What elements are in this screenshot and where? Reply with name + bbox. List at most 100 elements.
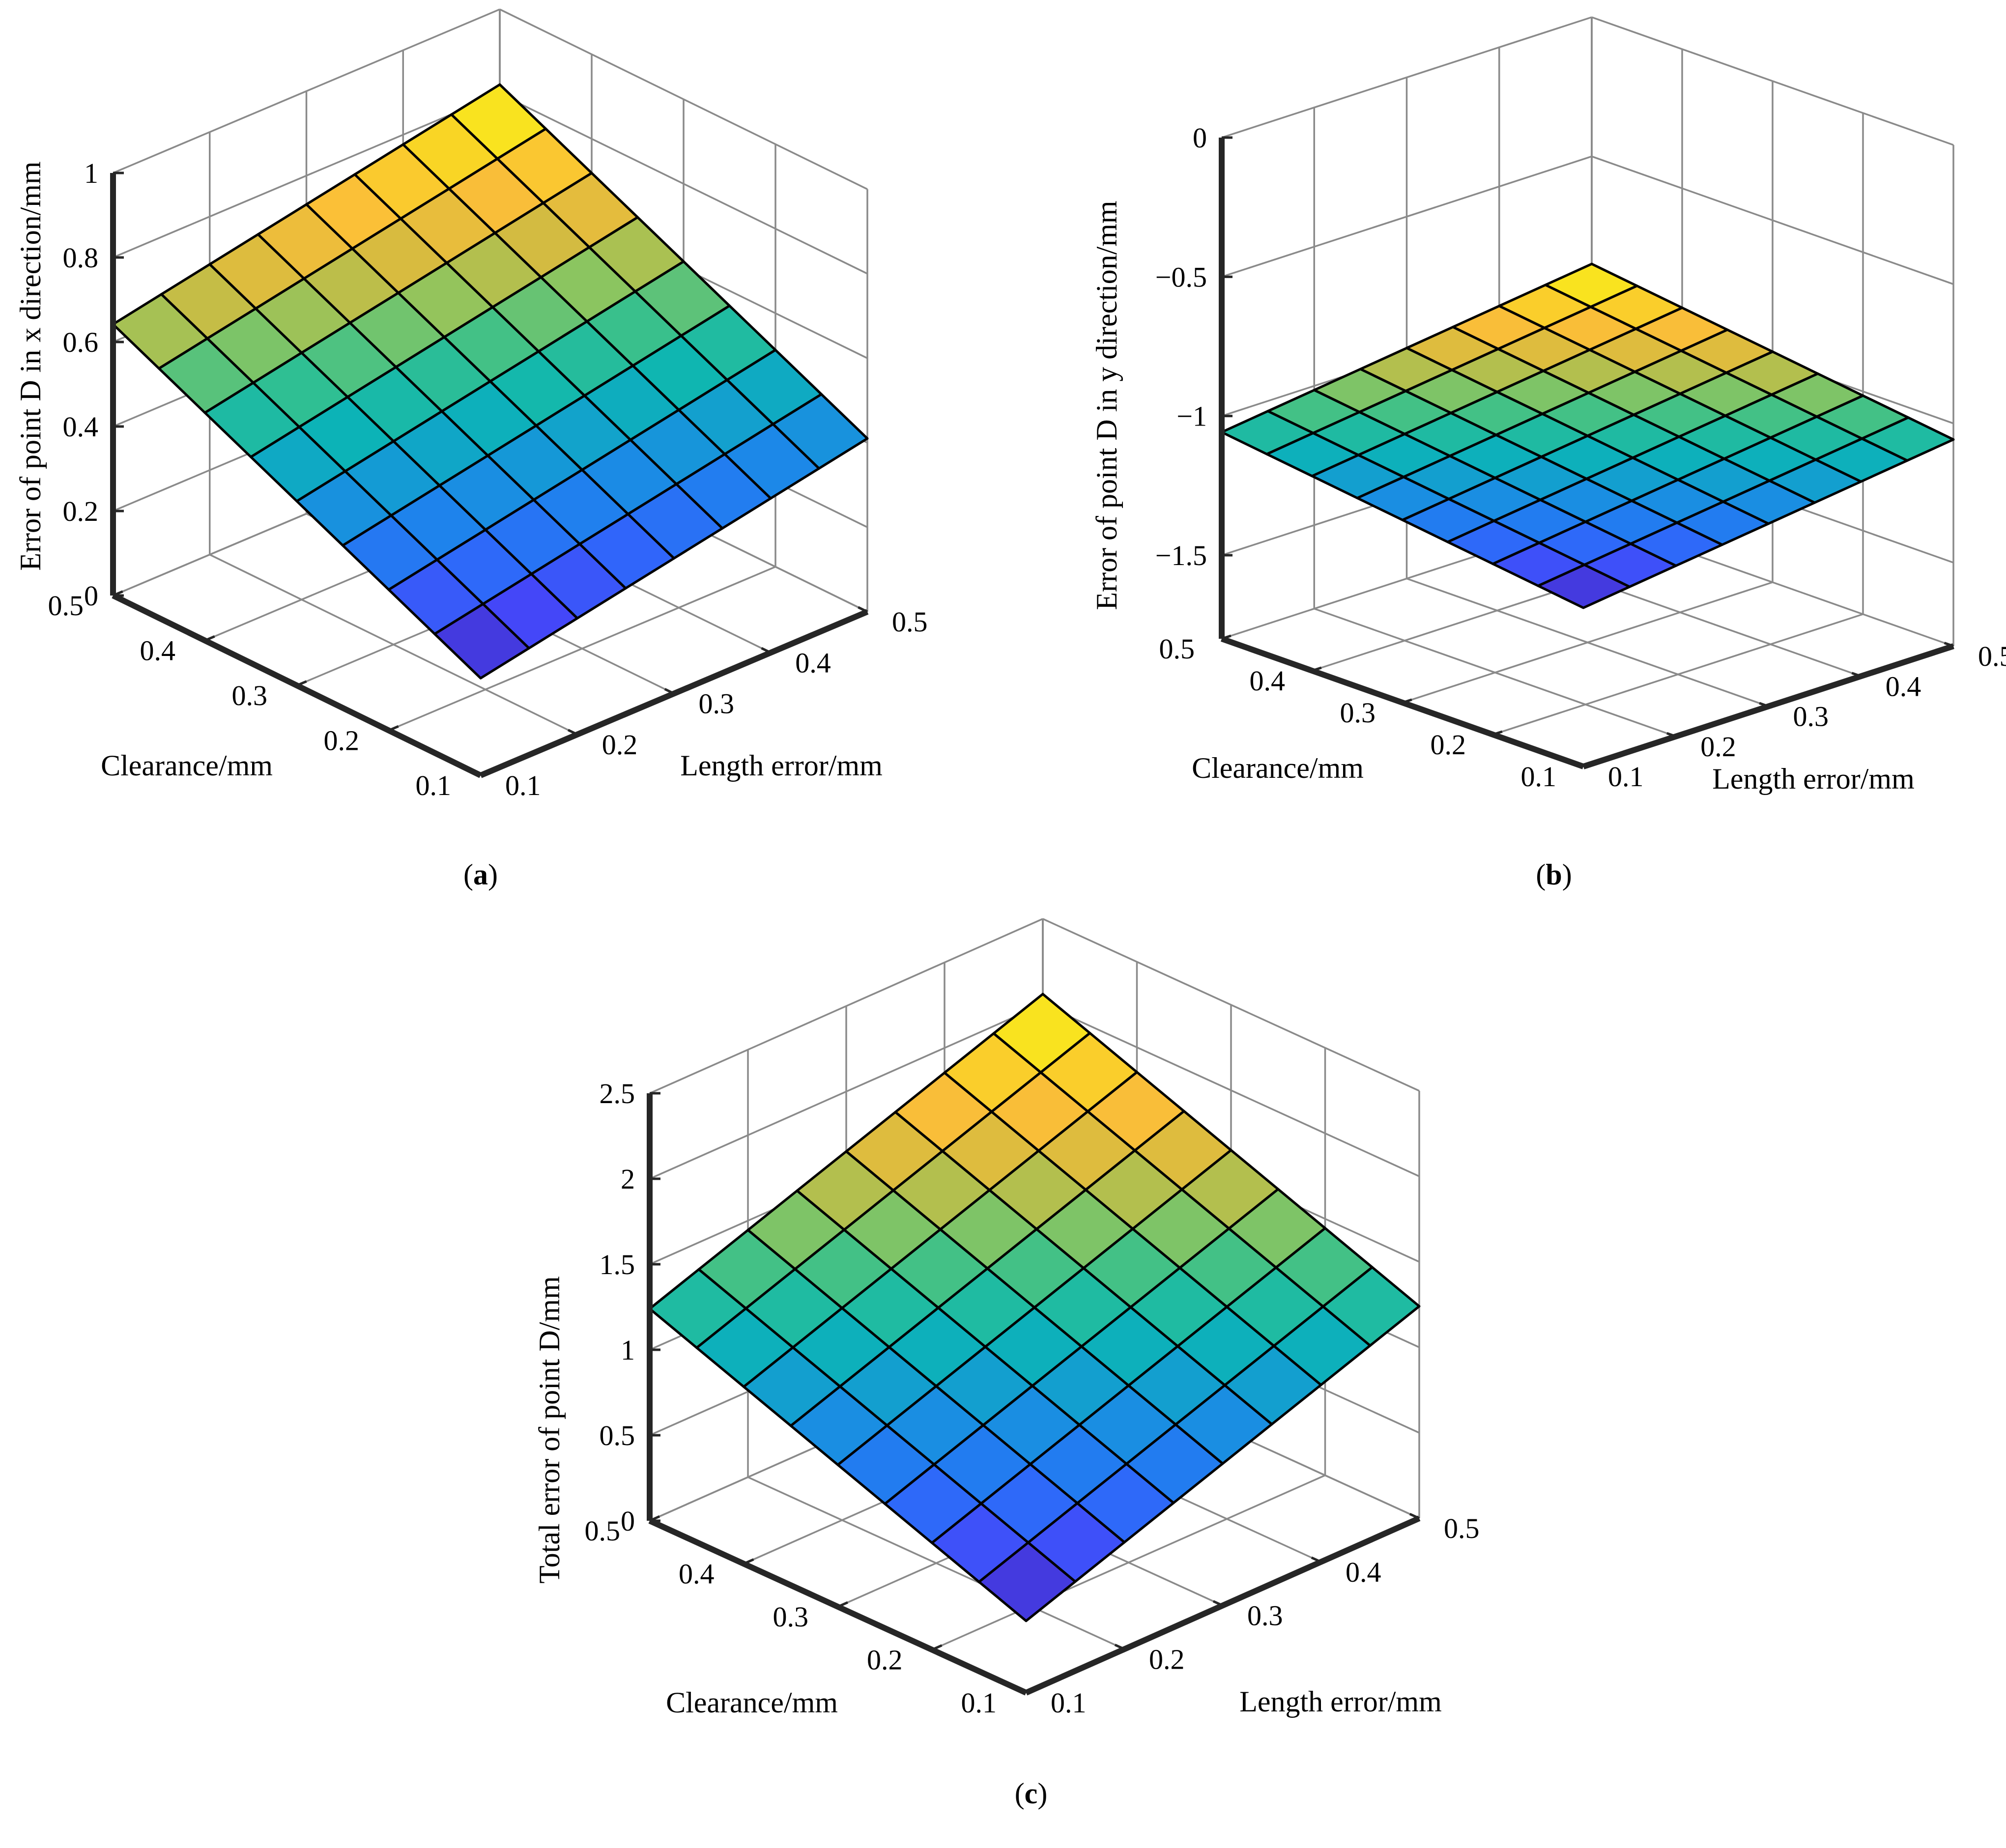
wall-grid-line <box>1591 155 1954 285</box>
panel-label: (b) <box>1536 858 1572 891</box>
y-tick-label: 0.4 <box>795 647 831 679</box>
axes-a: 0.10.20.30.40.50.10.20.30.40.500.20.40.6… <box>48 157 928 801</box>
x-tick-label: 0.4 <box>140 635 176 667</box>
x-tick-label: 0.4 <box>679 1558 715 1590</box>
z-tick-label: 0.4 <box>63 411 99 443</box>
x-tick <box>931 1644 943 1651</box>
y-tick <box>1851 672 1862 678</box>
x-tick-label: 0.5 <box>48 590 84 622</box>
z-tick-label: 1 <box>621 1334 635 1366</box>
x-tick-label: 0.2 <box>324 725 360 757</box>
z-tick-label: 0.2 <box>63 495 99 527</box>
y-tick <box>761 647 772 654</box>
x-tick <box>1492 730 1503 736</box>
y-tick-label: 0.3 <box>1793 701 1829 733</box>
wall-grid-line <box>649 1003 1043 1180</box>
wall-grid-line <box>113 93 500 258</box>
wall-grid-line <box>649 918 1043 1094</box>
z-tick-label: 0.5 <box>600 1420 635 1451</box>
y-tick-label: 0.1 <box>1051 1687 1087 1719</box>
panel-label: (c) <box>1015 1777 1048 1810</box>
y-tick-label: 0.5 <box>892 606 928 638</box>
y-tick <box>1409 1512 1420 1520</box>
surface-c <box>648 993 1421 1622</box>
wall-grid-line <box>1042 1003 1420 1177</box>
y-axis-label: Length error/mm <box>1239 1685 1442 1718</box>
panel-label: (a) <box>463 858 498 891</box>
z-tick-label: 0 <box>1193 122 1207 154</box>
x-tick-label: 0.1 <box>1521 761 1557 793</box>
y-tick-label: 0.2 <box>1700 731 1736 763</box>
y-tick <box>1212 1600 1224 1607</box>
z-tick-label: 2 <box>621 1163 635 1195</box>
wall-grid-line <box>499 8 868 190</box>
y-tick-label: 0.2 <box>602 729 638 761</box>
y-tick <box>1759 702 1769 708</box>
y-tick <box>1666 732 1677 738</box>
y-tick <box>1016 1687 1027 1694</box>
x-tick-label: 0.1 <box>416 769 452 801</box>
z-tick-label: −1 <box>1176 400 1207 432</box>
axes-b: 0.1 0.2 0.3 0.4 0.5 0.1 0.2 0.3 0.4 0.5 −1.5 −1 −0.5… <box>1155 122 2006 793</box>
y-axis-label: Length error/mm <box>1712 763 1915 795</box>
floor-grid-line <box>1314 608 1676 738</box>
x-tick <box>1221 634 1232 640</box>
floor-grid-line <box>1406 577 1769 708</box>
z-tick-label: 0.6 <box>63 326 99 358</box>
wall-grid-line <box>113 8 500 174</box>
z-axis-label: Error of point D in y direction/mm <box>1090 200 1123 610</box>
x-tick-label: 0.5 <box>585 1515 621 1547</box>
y-tick-label: 0.5 <box>1978 640 2006 672</box>
x-tick-label: 0.2 <box>1431 729 1466 761</box>
z-tick-label: 0 <box>621 1505 635 1537</box>
z-tick-label: 1.5 <box>600 1249 635 1280</box>
y-tick <box>567 729 578 736</box>
y-tick-label: 0.2 <box>1149 1643 1185 1675</box>
y-tick-label: 0.5 <box>1444 1512 1480 1544</box>
x-tick-label: 0.3 <box>773 1601 809 1633</box>
floor-grid-line <box>209 554 578 736</box>
x-tick <box>296 680 307 687</box>
surface-cell <box>1537 564 1631 609</box>
x-tick <box>204 635 215 642</box>
floor-grid-line <box>747 1476 1125 1650</box>
y-tick <box>664 688 675 695</box>
y-tick <box>471 769 482 777</box>
y-tick <box>1574 762 1584 768</box>
y-tick-label: 0.3 <box>699 688 735 720</box>
y-tick-label: 0.3 <box>1247 1600 1283 1632</box>
y-tick <box>1311 1556 1322 1564</box>
x-tick <box>837 1601 849 1608</box>
z-axis-label: Total error of point D/mm <box>533 1276 566 1584</box>
panel-b: 0.1 0.2 0.3 0.4 0.5 0.1 0.2 0.3 0.4 0.5 −1.5 −1 −0.5… <box>1090 16 2006 891</box>
x-tick <box>480 770 491 777</box>
y-tick-label: 0.1 <box>1608 761 1644 793</box>
y-tick-label: 0.1 <box>505 769 541 801</box>
panel-c: 0.10.20.30.40.50.10.20.30.40.500.511.522… <box>533 918 1480 1810</box>
x-tick <box>743 1558 754 1565</box>
y-tick <box>1944 642 1954 648</box>
z-tick-label: −0.5 <box>1155 261 1207 293</box>
x-axis-label: Clearance/mm <box>666 1686 838 1719</box>
wall-grid-line <box>1221 16 1592 139</box>
x-tick-label: 0.2 <box>867 1644 903 1676</box>
z-tick-label: 0.8 <box>63 242 99 274</box>
surface-a <box>112 83 869 680</box>
surface-cell <box>433 602 530 680</box>
x-tick-label: 0.4 <box>1250 665 1286 697</box>
y-tick-label: 0.4 <box>1886 670 1921 702</box>
x-tick-label: 0.1 <box>961 1687 997 1719</box>
y-axis-label: Length error/mm <box>680 749 883 782</box>
panel-a: 0.10.20.30.40.50.10.20.30.40.500.20.40.6… <box>14 8 928 891</box>
x-tick-label: 0.3 <box>1340 697 1376 729</box>
surface-cell <box>977 1541 1077 1622</box>
x-tick-label: 0.5 <box>1159 633 1195 665</box>
x-axis-label: Clearance/mm <box>101 749 273 782</box>
z-tick-label: 0 <box>84 580 98 612</box>
z-tick-label: −1.5 <box>1155 540 1207 571</box>
x-tick <box>1583 762 1593 768</box>
wall-grid-line <box>499 93 868 275</box>
z-axis-label: Error of point D in x direction/mm <box>14 161 47 570</box>
wall-grid-line <box>1221 155 1592 278</box>
